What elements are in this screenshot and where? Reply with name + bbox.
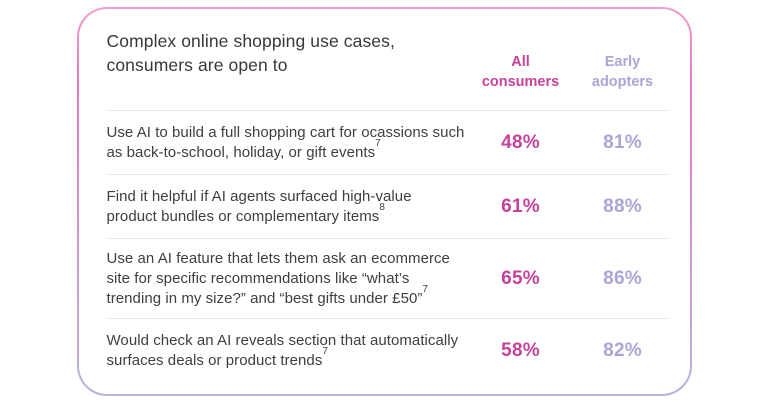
stats-card-inner: Complex online shopping use cases, consu…: [78, 9, 690, 394]
footnote-marker: 8: [379, 202, 385, 213]
card-content: Complex online shopping use cases, consu…: [79, 9, 690, 382]
column-header-early-adopters: Early adopters: [591, 54, 654, 90]
row-description: Use an AI feature that lets them ask an …: [107, 249, 466, 308]
table-header: Complex online shopping use cases, consu…: [107, 9, 670, 110]
row-description-text: Find it helpful if AI agents surfaced hi…: [106, 187, 412, 225]
table-row: Use an AI feature that lets them ask an …: [106, 238, 670, 318]
stats-card: Complex online shopping use cases, consu…: [76, 7, 692, 396]
table-row: Find it helpful if AI agents surfaced hi…: [106, 174, 670, 238]
stat-value-all-consumers: 65%: [501, 267, 540, 289]
footnote-marker: 7: [322, 346, 329, 358]
footnote-marker: 7: [375, 138, 381, 149]
stat-value-all-consumers: 48%: [501, 131, 540, 153]
row-description: Would check an AI reveals section that a…: [107, 331, 466, 371]
table-row: Use AI to build a full shopping cart for…: [106, 110, 670, 174]
stat-value-all-consumers: 61%: [501, 195, 540, 217]
stat-value-all-consumers: 58%: [501, 339, 540, 361]
row-description: Use AI to build a full shopping cart for…: [107, 123, 466, 163]
row-description-text: Use AI to build a full shopping cart for…: [106, 123, 465, 161]
card-title: Complex online shopping use cases, consu…: [106, 31, 395, 75]
column-header-all-consumers: All consumers: [481, 54, 560, 90]
table-row: Would check an AI reveals section that a…: [106, 318, 670, 382]
stat-value-early-adopters: 88%: [603, 195, 642, 217]
stat-value-early-adopters: 86%: [603, 267, 642, 289]
row-description: Find it helpful if AI agents surfaced hi…: [107, 187, 466, 227]
stat-value-early-adopters: 81%: [603, 131, 642, 153]
row-description-text: Use an AI feature that lets them ask an …: [106, 250, 450, 307]
footnote-marker: 7: [422, 284, 429, 296]
row-description-text: Would check an AI reveals section that a…: [106, 332, 459, 369]
stat-value-early-adopters: 82%: [603, 339, 642, 361]
